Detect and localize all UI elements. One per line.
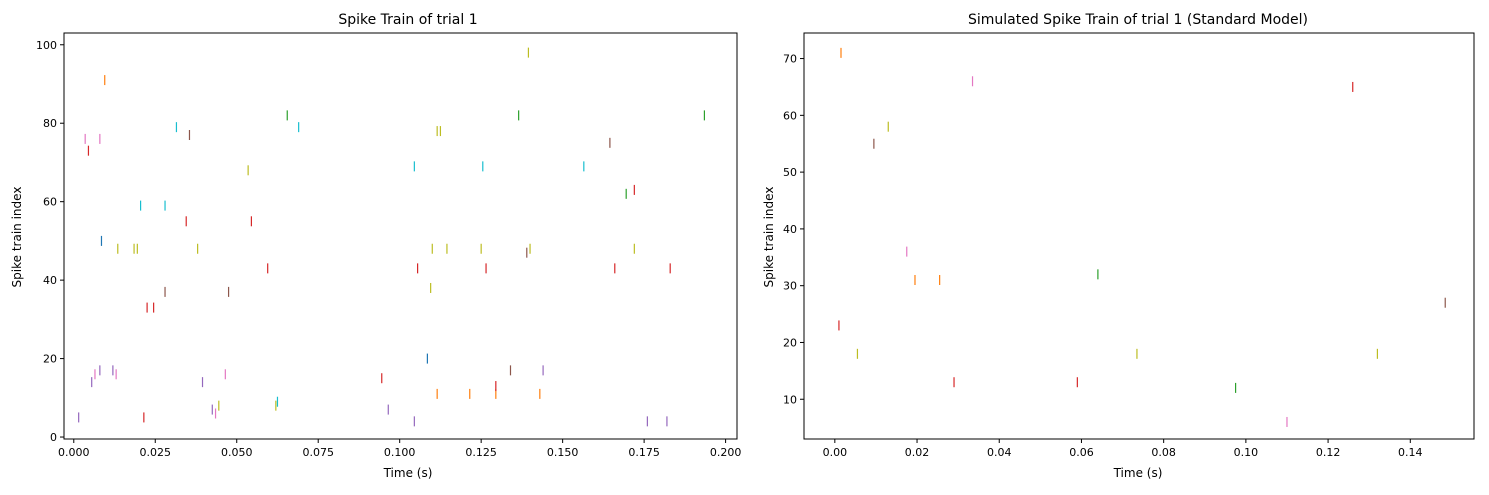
y-tick-label: 0 [50, 431, 57, 444]
chart-title: Simulated Spike Train of trial 1 (Standa… [968, 12, 1308, 28]
x-tick-label: 0.075 [302, 446, 334, 459]
x-tick-label: 0.02 [905, 446, 930, 459]
x-axis-label: Time (s) [1113, 466, 1163, 480]
x-tick-label: 0.00 [823, 446, 848, 459]
x-tick-label: 0.12 [1316, 446, 1341, 459]
x-axis-label: Time (s) [383, 466, 433, 480]
y-tick-label: 40 [783, 223, 797, 236]
x-tick-label: 0.050 [221, 446, 253, 459]
y-tick-label: 40 [43, 274, 57, 287]
y-tick-label: 70 [783, 53, 797, 66]
y-tick-label: 50 [783, 166, 797, 179]
y-tick-label: 10 [783, 393, 797, 406]
y-axis-label: Spike train index [762, 187, 776, 288]
chart-right: Simulated Spike Train of trial 1 (Standa… [762, 12, 1475, 480]
y-tick-label: 20 [783, 336, 797, 349]
x-tick-label: 0.025 [140, 446, 172, 459]
y-axis-label: Spike train index [10, 187, 24, 288]
x-tick-label: 0.06 [1069, 446, 1094, 459]
y-tick-label: 100 [36, 39, 57, 52]
x-tick-label: 0.175 [628, 446, 660, 459]
x-tick-label: 0.000 [58, 446, 90, 459]
y-axis: 0 20 40 60 80 100 [36, 39, 64, 444]
spike-marks [838, 47, 1446, 427]
x-tick-label: 0.100 [384, 446, 416, 459]
plot-frame [803, 32, 1475, 440]
x-axis: 0.000 0.025 0.050 0.075 0.100 0.125 0.150 0.175… [58, 439, 741, 459]
spike-marks [78, 47, 706, 427]
x-axis: 0.00 0.02 0.04 0.06 0.08 0.10 0.12 0.14 [823, 439, 1423, 459]
chart-left: Spike Train of trial 1 Time (s) Spike tr… [10, 12, 741, 480]
x-tick-label: 0.125 [465, 446, 497, 459]
y-tick-label: 30 [783, 280, 797, 293]
x-tick-label: 0.200 [710, 446, 742, 459]
y-axis: 10 20 30 40 50 60 70 [783, 53, 804, 406]
y-tick-label: 60 [43, 196, 57, 209]
y-tick-label: 20 [43, 353, 57, 366]
x-tick-label: 0.08 [1151, 446, 1176, 459]
chart-title: Spike Train of trial 1 [338, 12, 477, 28]
x-tick-label: 0.10 [1234, 446, 1259, 459]
x-tick-label: 0.14 [1398, 446, 1423, 459]
x-tick-label: 0.150 [547, 446, 579, 459]
plot-frame [63, 32, 738, 440]
y-tick-label: 80 [43, 117, 57, 130]
x-tick-label: 0.04 [987, 446, 1012, 459]
y-tick-label: 60 [783, 109, 797, 122]
